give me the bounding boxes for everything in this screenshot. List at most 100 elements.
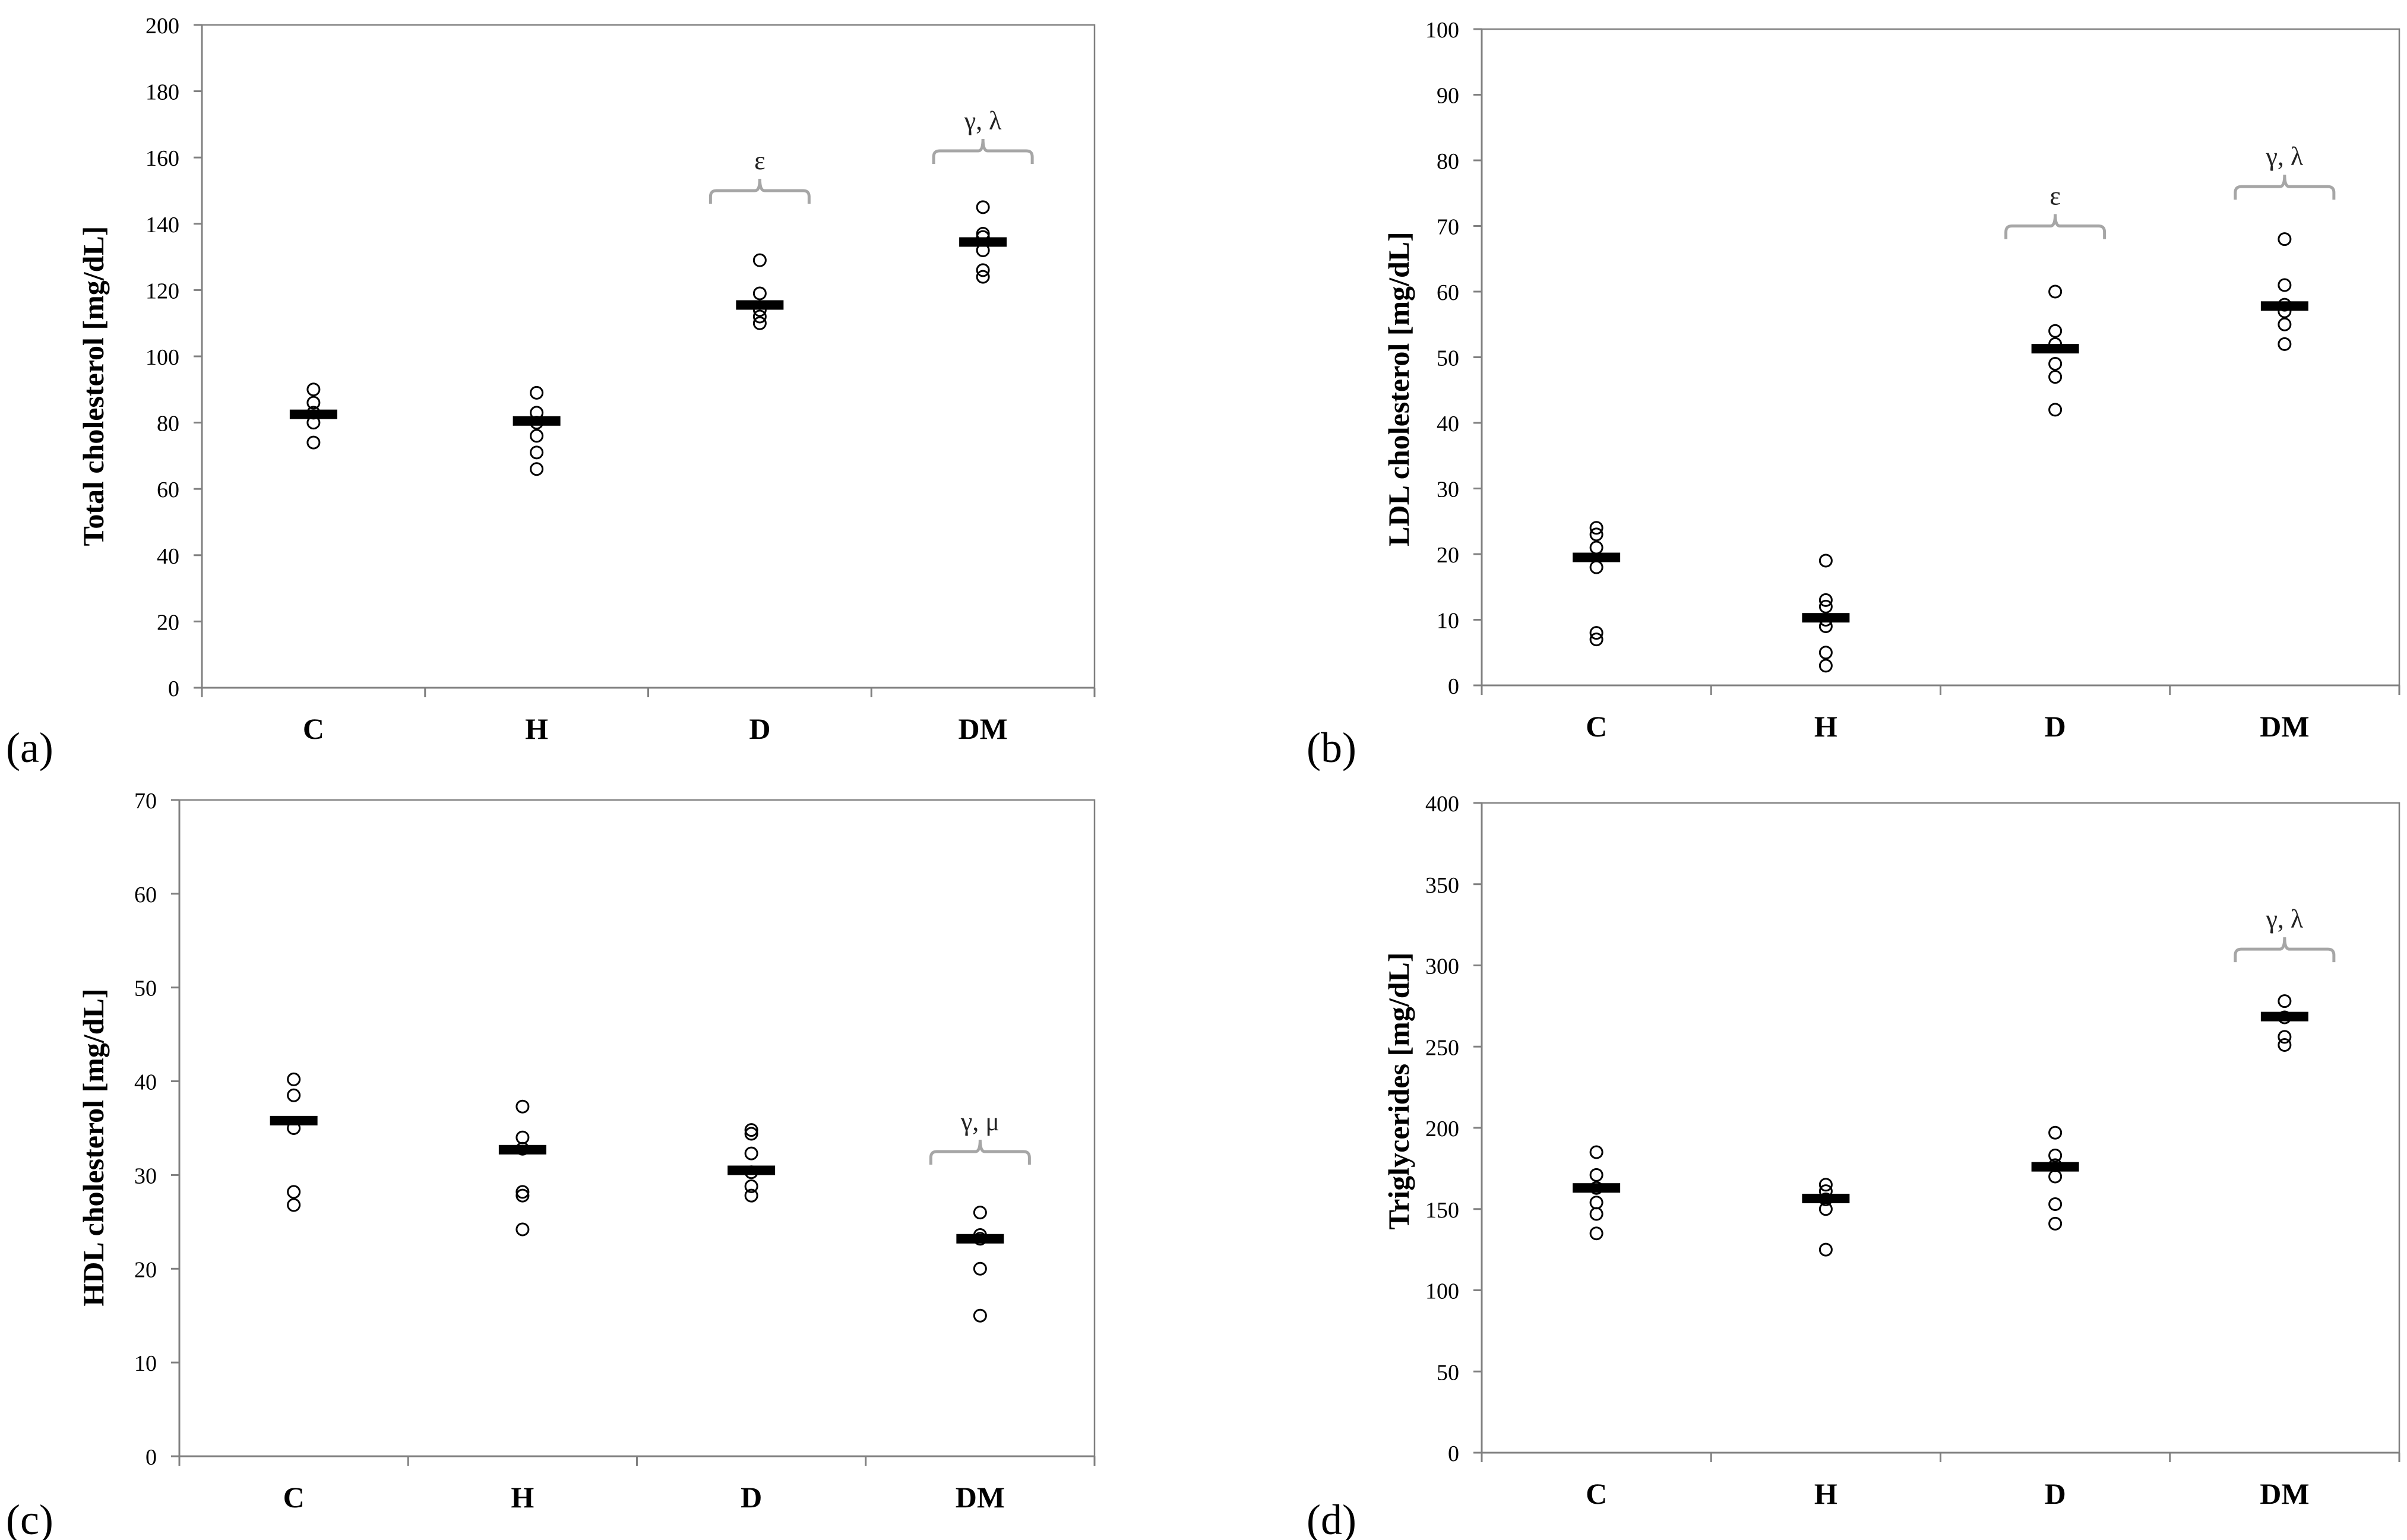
panel-a: (a) Total cholesterol [mg/dL] 0 20 40 60 80 1… <box>6 14 1096 771</box>
data-point <box>530 429 544 443</box>
data-point <box>744 1146 758 1160</box>
y-tick-label: 10 <box>134 1351 157 1376</box>
mean-marker <box>2031 1162 2079 1172</box>
data-point <box>1818 599 1833 614</box>
y-tick-label: 30 <box>134 1163 157 1188</box>
data-point <box>287 1072 301 1086</box>
y-tick-label: 100 <box>1425 18 1459 43</box>
plot-frame <box>179 799 1096 1456</box>
y-tick-label: 50 <box>1437 1360 1459 1385</box>
mean-marker <box>289 409 337 419</box>
significance-bracket <box>2234 937 2336 963</box>
y-tick-label: 400 <box>1425 792 1459 817</box>
y-tick-label: 70 <box>134 789 157 814</box>
data-point <box>1589 527 1603 542</box>
plot-frame <box>202 24 1096 688</box>
data-point <box>973 1206 987 1220</box>
panel-label: (c) <box>6 1496 53 1540</box>
mean-marker <box>1802 613 1850 623</box>
panel-label: (b) <box>1307 724 1356 771</box>
mean-marker <box>2260 301 2308 311</box>
mean-marker <box>1802 1193 1850 1203</box>
x-category-label: DM <box>2260 1477 2309 1510</box>
mean-marker <box>2260 1011 2308 1022</box>
data-point <box>306 396 321 410</box>
data-point <box>973 1261 987 1276</box>
x-category-label: D <box>741 1481 762 1514</box>
mean-marker <box>956 1234 1004 1244</box>
data-point <box>1589 1226 1603 1241</box>
panel-d: (d) Triglycerides [mg/dL] 0 50 100 150 200 25… <box>1307 792 2400 1540</box>
y-tick-label: 50 <box>1437 346 1459 371</box>
data-point <box>515 1222 530 1237</box>
x-category-label: DM <box>956 1481 1005 1514</box>
data-point <box>287 1198 301 1212</box>
panel-b: (b) LDL cholesterol [mg/dL] 0 10 20 30 40 50 6… <box>1307 18 2400 771</box>
data-point <box>744 1123 758 1137</box>
y-tick-label: 40 <box>134 1070 157 1095</box>
data-point <box>2048 1148 2063 1162</box>
x-category-label: H <box>511 1481 534 1514</box>
chart-body: 0 10 20 30 40 50 60 70 C H D DM γ, μ <box>134 789 1096 1514</box>
y-tick-label: 200 <box>146 14 179 39</box>
y-tick-label: 30 <box>1437 478 1459 502</box>
mean-marker <box>270 1115 318 1125</box>
data-point <box>1589 626 1603 640</box>
x-category-label: D <box>749 712 770 745</box>
x-category-label: H <box>1814 1477 1837 1510</box>
data-point <box>752 253 767 267</box>
data-point <box>973 1308 987 1323</box>
data-point <box>1589 521 1603 535</box>
y-tick-label: 60 <box>157 478 179 502</box>
significance-bracket <box>2004 214 2106 239</box>
y-tick-label: 20 <box>134 1257 157 1282</box>
data-point <box>744 1127 758 1141</box>
mean-marker <box>1573 1183 1621 1193</box>
data-point <box>287 1185 301 1199</box>
chart-body: 0 50 100 150 200 250 300 350 400 C H D DM γ, λ <box>1425 792 2400 1510</box>
data-point <box>515 1099 530 1114</box>
data-point <box>2278 317 2292 331</box>
data-point <box>2048 1197 2063 1212</box>
y-tick-label: 100 <box>1425 1279 1459 1304</box>
significance-label: γ, λ <box>2265 905 2303 934</box>
y-tick-label: 250 <box>1425 1035 1459 1060</box>
significance-label: γ, μ <box>960 1107 1000 1136</box>
y-tick-label: 60 <box>134 883 157 907</box>
data-point <box>2278 1030 2292 1044</box>
y-tick-label: 80 <box>1437 149 1459 174</box>
x-category-label: C <box>1586 1477 1607 1510</box>
data-point <box>1818 554 1833 568</box>
data-point <box>515 1188 530 1203</box>
x-category-label: DM <box>2260 710 2309 743</box>
data-point <box>976 270 990 284</box>
mean-marker <box>498 1144 546 1155</box>
data-point <box>1818 646 1833 660</box>
plot-frame <box>1482 802 2400 1453</box>
data-point <box>752 309 767 324</box>
data-point <box>306 382 321 397</box>
data-point <box>515 1185 530 1199</box>
y-tick-label: 40 <box>157 544 179 569</box>
y-axis-label: LDL cholesterol [mg/dL] <box>1382 232 1415 546</box>
data-point <box>752 286 767 301</box>
y-tick-label: 180 <box>146 80 179 105</box>
data-point <box>515 1130 530 1144</box>
data-point <box>1589 633 1603 647</box>
y-tick-label: 90 <box>1437 84 1459 109</box>
y-tick-label: 0 <box>168 676 179 701</box>
y-tick-label: 80 <box>157 412 179 437</box>
x-category-label: H <box>525 712 548 745</box>
data-point <box>2048 1125 2063 1140</box>
mean-marker <box>1573 552 1621 562</box>
y-tick-label: 140 <box>146 213 179 238</box>
chart-body: 0 20 40 60 80 100 120 140 160 180 200 C H D DM ε γ, λ <box>146 14 1096 745</box>
significance-label: ε <box>754 146 765 175</box>
data-point <box>1589 1168 1603 1182</box>
x-category-label: C <box>1586 710 1607 743</box>
x-category-label: DM <box>958 712 1007 745</box>
y-tick-label: 350 <box>1425 873 1459 898</box>
significance-bracket <box>709 178 811 204</box>
data-point <box>287 1088 301 1102</box>
data-point <box>2048 324 2063 338</box>
